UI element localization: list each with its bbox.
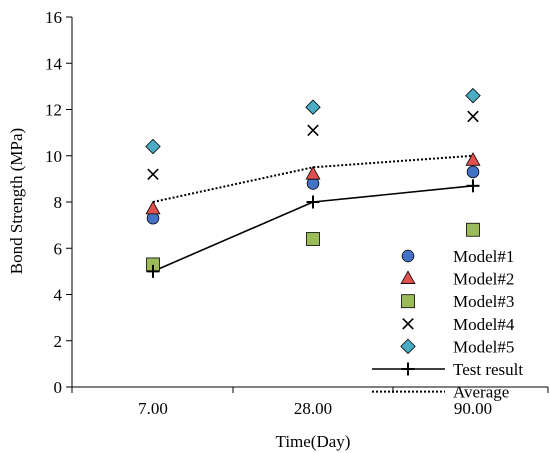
legend-model-4-label: Model#4 xyxy=(453,315,515,334)
y-tick-label: 8 xyxy=(54,193,63,212)
model-4-point xyxy=(147,168,159,181)
legend-item-average: Average xyxy=(372,383,509,402)
legend-item-model-2: Model#2 xyxy=(400,270,514,289)
x-tick-label: 90.00 xyxy=(454,399,492,418)
y-tick-label: 4 xyxy=(54,286,63,305)
model-4-point xyxy=(467,110,479,123)
legend-model-1-label: Model#1 xyxy=(453,247,514,266)
legend: Model#1 Model#2 Model#3 Model#4 Model#5 Test … xyxy=(372,247,523,402)
test-result-point xyxy=(306,195,320,209)
y-tick-label: 2 xyxy=(54,332,63,351)
y-tick-label: 12 xyxy=(45,101,62,120)
legend-model-5-label: Model#5 xyxy=(453,337,514,356)
plot-area xyxy=(145,87,481,278)
model-2-point xyxy=(305,166,321,180)
legend-model-1-symbol xyxy=(401,249,415,263)
model-5-point xyxy=(305,99,321,115)
model-2-point xyxy=(145,200,161,215)
legend-model-2-label: Model#2 xyxy=(453,270,514,289)
legend-item-model-1: Model#1 xyxy=(401,247,514,266)
x-tick-label: 7.00 xyxy=(138,399,168,418)
model-4-point xyxy=(307,124,319,137)
model-5-point xyxy=(465,87,481,104)
x-tick-label: 28.00 xyxy=(294,399,332,418)
y-tick-label: 0 xyxy=(54,378,63,397)
y-axis-title: Bond Strength (MPa) xyxy=(7,128,26,274)
legend-item-model-5: Model#5 xyxy=(400,337,514,356)
legend-model-2-symbol xyxy=(400,270,416,284)
y-tick-label: 14 xyxy=(45,54,63,73)
legend-model-4-symbol xyxy=(402,318,414,330)
model-3-point xyxy=(466,222,480,237)
test-result-point xyxy=(146,264,160,278)
legend-test-result-symbol xyxy=(401,362,415,376)
model-1-point xyxy=(466,165,480,179)
legend-model-5-symbol xyxy=(400,338,416,355)
x-axis-title: Time(Day) xyxy=(276,432,351,451)
y-tick-label: 6 xyxy=(54,239,63,258)
legend-model-3-label: Model#3 xyxy=(453,292,514,311)
legend-item-model-4: Model#4 xyxy=(402,315,515,334)
legend-test-result-label: Test result xyxy=(453,360,523,379)
y-tick-label: 16 xyxy=(45,8,62,27)
model-5-point xyxy=(145,138,161,155)
test-result-point xyxy=(466,179,480,193)
legend-item-test-result: Test result xyxy=(372,360,523,379)
tick-labels: 0 2 4 6 8 10 12 14 16 7.00 28.00 90.00 xyxy=(45,8,492,418)
model-2-point xyxy=(465,152,481,166)
legend-model-3-symbol xyxy=(401,294,415,309)
legend-item-model-3: Model#3 xyxy=(401,292,514,311)
legend-average-label: Average xyxy=(453,383,509,402)
model-3-point xyxy=(306,232,320,246)
y-tick-label: 10 xyxy=(45,147,62,166)
